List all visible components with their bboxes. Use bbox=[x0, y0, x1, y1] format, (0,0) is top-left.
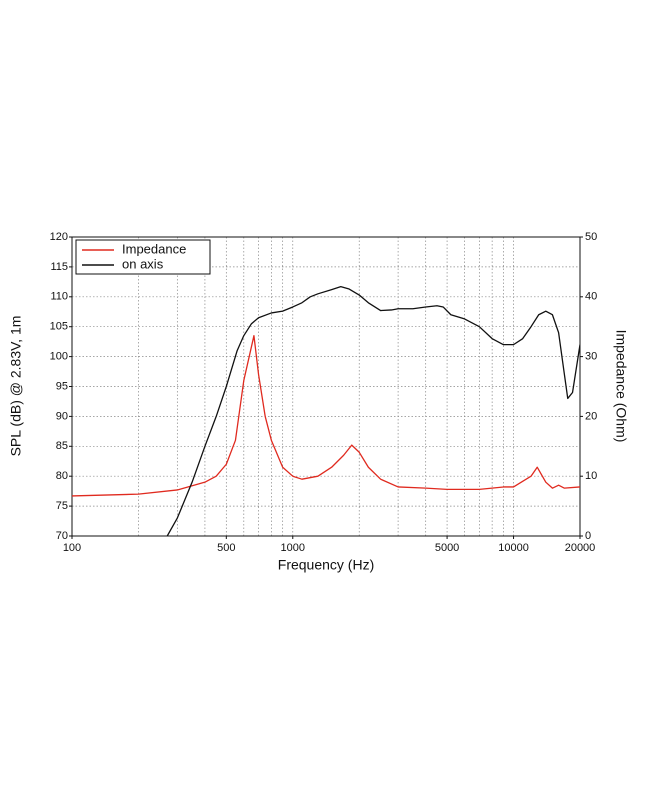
y-tick-label: 120 bbox=[50, 231, 68, 243]
y-tick-label: 105 bbox=[50, 321, 68, 333]
x-tick-label: 20000 bbox=[565, 542, 596, 554]
plot-lines bbox=[72, 285, 580, 536]
y-tick-label: 115 bbox=[50, 261, 68, 273]
y-tick-label: 70 bbox=[56, 530, 68, 542]
y2-tick-label: 20 bbox=[585, 410, 597, 422]
y2-axis-title: Impedance (Ohm) bbox=[613, 330, 629, 443]
y-tick-label: 95 bbox=[56, 380, 68, 392]
y2-tick-label: 10 bbox=[585, 470, 597, 482]
legend-box bbox=[75, 239, 211, 275]
x-tick-label: 10000 bbox=[498, 542, 529, 554]
y-tick-label: 80 bbox=[56, 470, 68, 482]
y-axis-title: SPL (dB) @ 2.83V, 1m bbox=[8, 316, 24, 457]
y-tick-label: 90 bbox=[56, 410, 68, 422]
x-tick-label: 1000 bbox=[281, 542, 305, 554]
x-axis-title: Frequency (Hz) bbox=[278, 557, 374, 573]
x-tick-label: 5000 bbox=[435, 542, 459, 554]
series-line bbox=[166, 285, 580, 536]
legend-label: on axis bbox=[122, 256, 164, 271]
y-tick-label: 85 bbox=[56, 440, 68, 452]
x-tick-label: 500 bbox=[217, 542, 235, 554]
legend-label: Impedance bbox=[122, 241, 186, 256]
y-tick-label: 75 bbox=[56, 500, 68, 512]
series-line bbox=[72, 335, 580, 497]
y-tick-label: 110 bbox=[50, 291, 68, 303]
y2-tick-label: 50 bbox=[585, 231, 597, 243]
y2-tick-label: 0 bbox=[585, 530, 591, 542]
y2-tick-label: 30 bbox=[585, 351, 597, 363]
x-tick-label: 100 bbox=[63, 542, 81, 554]
y-tick-label: 100 bbox=[50, 351, 68, 363]
y2-tick-label: 40 bbox=[585, 291, 597, 303]
